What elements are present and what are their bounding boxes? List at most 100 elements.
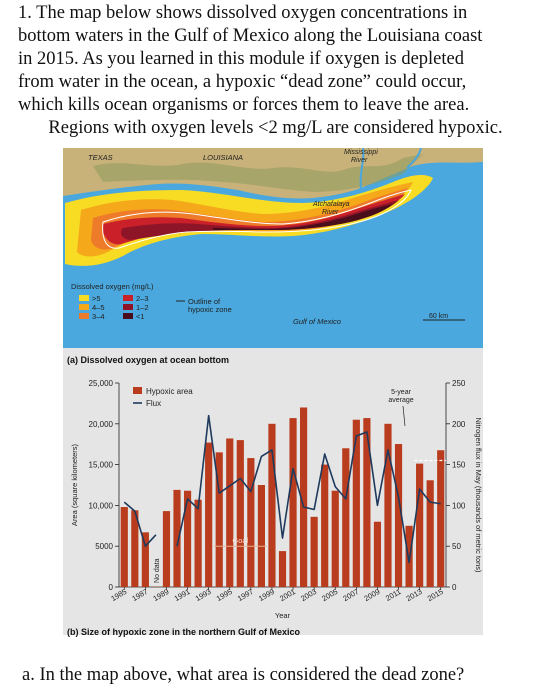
annotation-pointer [402, 405, 406, 427]
map-label: River [322, 209, 339, 216]
legend-label: Flux [146, 399, 161, 408]
legend-label: <1 [136, 312, 145, 321]
annotation: average [388, 397, 413, 404]
x-tick-label: 1995 [215, 587, 234, 603]
x-tick-label: 2011 [384, 587, 402, 603]
zone-fill [213, 204, 393, 230]
hypoxic-outline [102, 189, 412, 249]
bar-hypoxic-area [363, 418, 371, 587]
map-label: LOUISIANA [203, 153, 243, 162]
y2-tick-label: 250 [452, 379, 466, 388]
bar-hypoxic-area [215, 452, 223, 587]
legend-swatch [123, 295, 133, 301]
x-tick-label: 2005 [320, 587, 339, 603]
y-tick-label: 20,000 [89, 420, 114, 429]
y2-tick-label: 150 [452, 461, 466, 470]
legend-label: Hypoxic area [146, 387, 193, 396]
bar-hypoxic-area [194, 499, 202, 587]
bar-hypoxic-area [226, 438, 234, 587]
bar-hypoxic-area [236, 440, 244, 587]
oxygen-map: TEXAS LOUISIANA Mississippi River Atchaf… [63, 148, 483, 348]
bar-hypoxic-area [289, 418, 297, 587]
legend-label: 2–3 [136, 294, 149, 303]
legend-label: 4–5 [92, 303, 105, 312]
bar-hypoxic-area [394, 444, 403, 587]
zone-fill [77, 182, 413, 257]
y2-axis-label: Nitrogen flux in May (thousands of metri… [474, 417, 483, 573]
map-label: Mississippi [344, 149, 378, 156]
bar-hypoxic-area [278, 551, 287, 587]
y2-tick-label: 0 [452, 583, 457, 592]
bar-hypoxic-area [141, 532, 149, 587]
annotation: 5-year [391, 389, 412, 396]
question-line: in 2015. As you learned in this module i… [18, 49, 464, 69]
legend-label: 1–2 [136, 303, 149, 312]
legend-swatch [79, 313, 89, 319]
map-label: Atchafalaya [312, 201, 350, 208]
x-tick-label: 2009 [362, 587, 381, 603]
y2-tick-label: 200 [452, 420, 466, 429]
bar-hypoxic-area [384, 423, 392, 587]
no-data-label: No data [154, 558, 161, 583]
legend-label: Outline of [188, 297, 221, 306]
bar-hypoxic-area [405, 525, 413, 587]
bar-hypoxic-area [247, 458, 255, 587]
bar-hypoxic-area [257, 485, 265, 587]
x-tick-label: 1987 [130, 587, 149, 603]
x-tick-label: 2001 [278, 587, 297, 603]
map-legend: Dissolved oxygen (mg/L) >54–53–4 2–31–2<1… [71, 282, 232, 321]
legend-label: >5 [92, 294, 101, 303]
x-tick-label: 1991 [173, 587, 192, 603]
y-tick-label: 10,000 [89, 501, 114, 510]
map-label: River [351, 157, 368, 164]
bar-hypoxic-area [162, 511, 171, 587]
bar-hypoxic-area [131, 510, 139, 587]
legend-title: Dissolved oxygen (mg/L) [71, 282, 154, 291]
bar-hypoxic-area [300, 407, 308, 587]
x-tick-label: 1993 [194, 587, 213, 603]
y-tick-label: 25,000 [89, 379, 114, 388]
legend-label: 3–4 [92, 312, 105, 321]
flux-line [176, 414, 441, 564]
x-axis-label: Year [275, 611, 291, 620]
question-text: 1. The map below shows dissolved oxygen … [18, 2, 533, 140]
bar-hypoxic-area [352, 419, 360, 587]
x-tick-label: 2013 [405, 587, 424, 603]
x-tick-label: 1997 [236, 587, 255, 603]
scale-label: 60 km [429, 313, 448, 320]
x-tick-label: 2007 [341, 587, 360, 603]
x-tick-label: 1989 [152, 587, 171, 603]
x-tick-label: 1999 [257, 587, 276, 603]
chart-caption: (b) Size of hypoxic zone in the northern… [67, 627, 301, 637]
bar-hypoxic-area [416, 463, 424, 587]
y2-tick-label: 50 [452, 542, 461, 551]
bar-hypoxic-area [268, 423, 276, 587]
y-tick-label: 15,000 [89, 461, 114, 470]
goal-label: Goal [232, 536, 248, 545]
question-a: a. In the map above, what area is consid… [22, 665, 465, 685]
bar-hypoxic-area [321, 464, 329, 587]
y-tick-label: 5000 [95, 542, 113, 551]
river [359, 148, 422, 189]
map-caption: (a) Dissolved oxygen at ocean bottom [67, 355, 230, 365]
legend-swatch-area [133, 387, 142, 394]
question-line: from water in the ocean, a hypoxic “dead… [18, 72, 467, 92]
y-axis-label: Area (square kilometers) [70, 443, 79, 526]
bar-hypoxic-area [120, 507, 128, 587]
x-tick-label: 2015 [426, 587, 445, 603]
question-line: bottom waters in the Gulf of Mexico alon… [18, 26, 483, 46]
bar-hypoxic-area [183, 490, 192, 587]
legend-swatch [123, 304, 133, 310]
bar-hypoxic-area [437, 450, 445, 587]
map-label: TEXAS [88, 153, 113, 162]
flux-line [123, 501, 157, 547]
y2-tick-label: 100 [452, 501, 466, 510]
legend-swatch [79, 295, 89, 301]
map-label: Gulf of Mexico [293, 317, 341, 326]
question-line: 1. The map below shows dissolved oxygen … [18, 3, 468, 23]
x-tick-label: 2003 [299, 587, 318, 603]
bar-hypoxic-area [205, 442, 213, 587]
land-texture [93, 154, 423, 192]
bar-hypoxic-area [373, 521, 382, 587]
legend-label: hypoxic zone [188, 305, 232, 314]
